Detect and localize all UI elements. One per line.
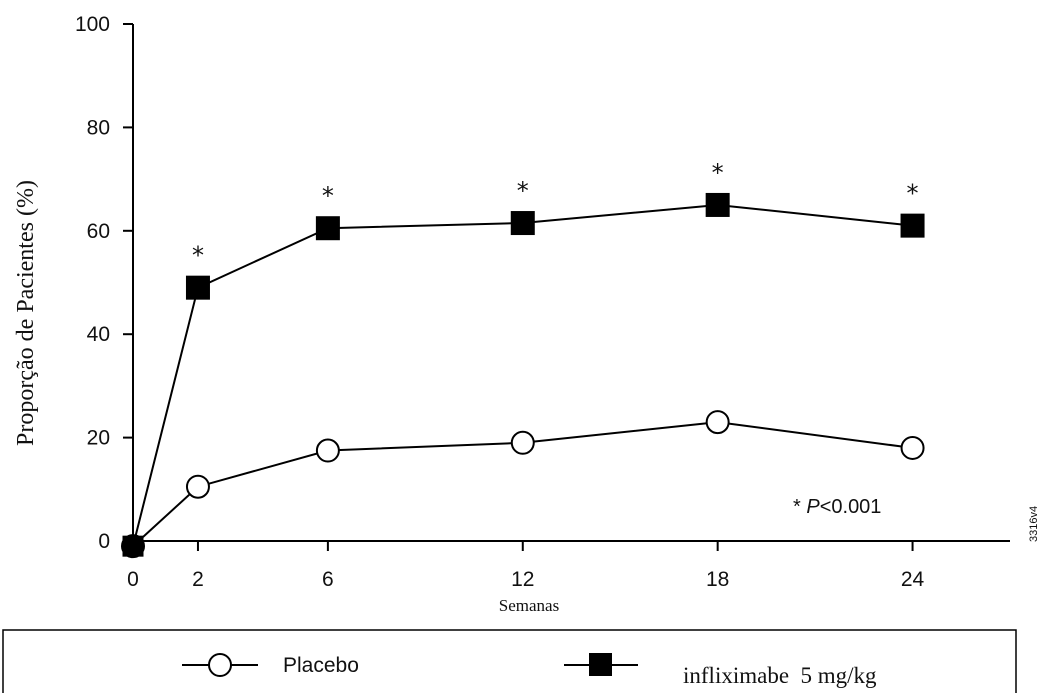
placebo-point	[315, 438, 340, 463]
legend-item-placebo: Placebo	[182, 653, 359, 677]
legend-marker-open-circle	[208, 653, 232, 677]
x-axis-title: Semanas	[499, 596, 559, 615]
x-axis-ticks: 0 2 6 12 18 24	[127, 541, 925, 591]
significance-star: *	[712, 159, 724, 187]
axes	[132, 24, 1010, 547]
y-tick-label: 20	[87, 427, 110, 450]
infliximabe-point	[315, 216, 340, 241]
y-tick-label: 0	[98, 530, 110, 553]
infliximabe-point	[510, 211, 535, 236]
infliximabe-point	[122, 535, 144, 557]
legend-marker-filled-square	[589, 653, 612, 676]
y-tick-label: 80	[87, 116, 110, 139]
legend-item-infliximabe: infliximabe 5 mg/kg	[564, 653, 877, 688]
legend-label-infliximabe: infliximabe 5 mg/kg	[683, 663, 877, 688]
series-markers	[121, 192, 925, 559]
placebo-point	[510, 430, 535, 455]
placebo-point	[705, 410, 730, 435]
significance-star: *	[517, 177, 529, 205]
x-tick-label: 2	[192, 568, 204, 591]
y-tick-label: 100	[75, 13, 110, 36]
y-tick-label: 40	[87, 323, 110, 346]
series-line-infliximabe	[132, 203, 913, 547]
figure-code: 3316v4	[1028, 506, 1040, 542]
x-tick-label: 0	[127, 568, 139, 591]
y-tick-label: 60	[87, 220, 110, 243]
placebo-point	[185, 474, 210, 499]
infliximabe-point	[900, 213, 925, 238]
x-tick-label: 24	[901, 568, 925, 591]
legend-box	[2, 629, 1017, 693]
series-line-placebo	[132, 421, 913, 547]
legend: Placebo infliximabe 5 mg/kg	[2, 629, 1017, 693]
significance-star: *	[907, 180, 919, 208]
x-tick-label: 18	[706, 568, 729, 591]
infliximabe-point	[705, 192, 730, 217]
x-tick-label: 6	[322, 568, 334, 591]
y-axis-title: Proporção de Pacientes (%)	[13, 180, 39, 446]
series-lines	[132, 203, 913, 547]
p-value-annotation: * P<0.001	[793, 496, 881, 518]
placebo-point	[900, 435, 925, 460]
legend-label-placebo: Placebo	[283, 654, 359, 677]
y-axis-ticks: 0 20 40 60 80 100	[75, 13, 133, 553]
x-tick-label: 12	[511, 568, 534, 591]
infliximabe-point	[185, 275, 210, 300]
significance-marks: * * * * *	[192, 159, 919, 270]
significance-star: *	[322, 182, 334, 210]
significance-star: *	[192, 242, 204, 270]
